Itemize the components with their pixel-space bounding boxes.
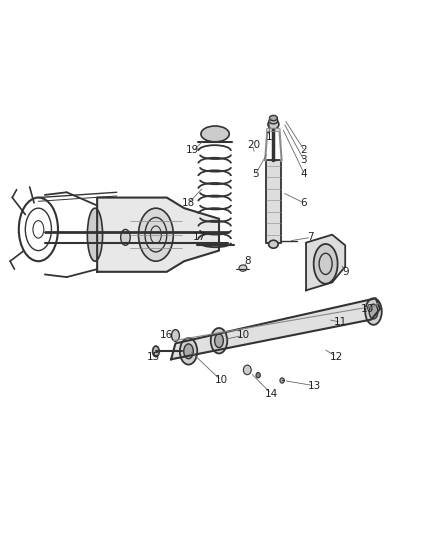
Text: 10: 10 <box>360 304 374 314</box>
Text: 17: 17 <box>193 232 206 243</box>
Ellipse shape <box>314 244 338 284</box>
FancyBboxPatch shape <box>265 160 281 243</box>
Text: 13: 13 <box>308 381 321 391</box>
Ellipse shape <box>172 329 180 341</box>
Ellipse shape <box>365 298 382 325</box>
Ellipse shape <box>120 229 130 245</box>
Text: 4: 4 <box>300 169 307 179</box>
Ellipse shape <box>180 338 197 365</box>
Ellipse shape <box>215 334 223 348</box>
Ellipse shape <box>256 373 260 378</box>
Text: 9: 9 <box>342 267 349 277</box>
Text: 10: 10 <box>215 375 228 385</box>
Ellipse shape <box>369 304 378 319</box>
Polygon shape <box>97 198 219 272</box>
Ellipse shape <box>244 365 251 375</box>
Text: 8: 8 <box>244 256 251 266</box>
Text: 16: 16 <box>160 330 173 341</box>
Text: 1: 1 <box>266 132 272 142</box>
Ellipse shape <box>152 346 159 357</box>
Text: 10: 10 <box>237 330 250 341</box>
Ellipse shape <box>280 378 284 383</box>
Text: 2: 2 <box>300 145 307 155</box>
Ellipse shape <box>201 126 229 142</box>
Text: 3: 3 <box>300 156 307 165</box>
Text: 11: 11 <box>334 317 347 327</box>
Text: 5: 5 <box>253 169 259 179</box>
Text: 15: 15 <box>147 352 160 361</box>
Polygon shape <box>265 128 282 161</box>
Ellipse shape <box>269 115 277 120</box>
Ellipse shape <box>239 265 247 271</box>
Ellipse shape <box>268 119 279 129</box>
Text: 14: 14 <box>265 389 278 399</box>
Polygon shape <box>171 298 380 359</box>
Ellipse shape <box>184 344 193 359</box>
Ellipse shape <box>138 208 173 261</box>
Text: 18: 18 <box>182 198 195 208</box>
Ellipse shape <box>269 117 278 124</box>
Text: 19: 19 <box>186 145 200 155</box>
Ellipse shape <box>268 240 278 248</box>
Text: 6: 6 <box>300 198 307 208</box>
Ellipse shape <box>87 208 102 261</box>
Text: 12: 12 <box>330 352 343 361</box>
Polygon shape <box>306 235 345 290</box>
Text: 7: 7 <box>307 232 314 243</box>
Ellipse shape <box>211 328 227 353</box>
Text: 20: 20 <box>247 140 260 150</box>
